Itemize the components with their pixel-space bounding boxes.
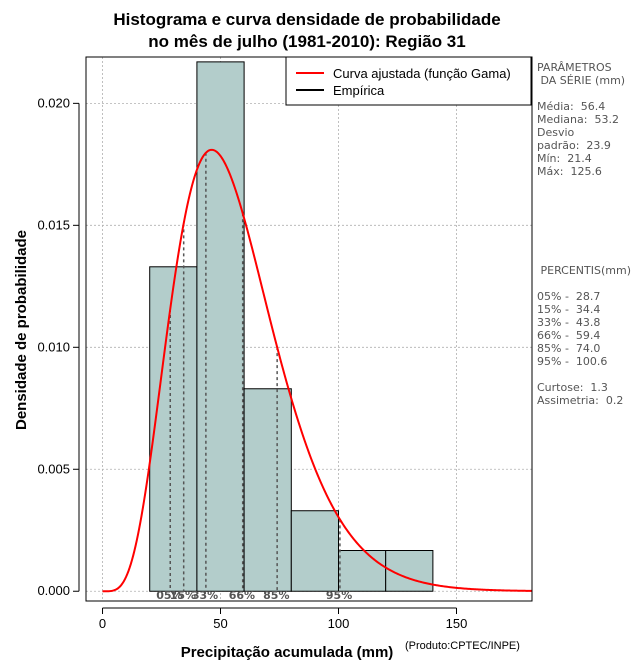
series-parameters-panel: PARÂMETROS DA SÉRIE (mm) Média: 56.4 Med… <box>537 61 625 178</box>
legend: Curva ajustada (função Gama) Empírica <box>285 56 532 106</box>
curtose: Curtose: 1.3 <box>537 381 608 394</box>
percentil-66: 66% - 59.4 <box>537 329 601 342</box>
percentil-05: 05% - 28.7 <box>537 290 601 303</box>
percentile-lines-layer: 05%15%33% 66% 85% 95% <box>156 152 352 602</box>
percentile-label-33: 33% <box>192 589 218 602</box>
param-desvio-1: Desvio <box>537 126 575 139</box>
bars-layer <box>149 61 434 592</box>
params-title-1: PARÂMETROS <box>537 61 612 74</box>
legend-box <box>285 56 532 106</box>
legend-empirical-label: Empírica <box>333 83 385 98</box>
percentis-title: PERCENTIS(mm) <box>537 264 631 277</box>
x-tick-label: 0 <box>99 616 106 631</box>
percentil-85: 85% - 74.0 <box>537 342 601 355</box>
y-axis-title: Densidade de probabilidade <box>13 230 30 430</box>
y-tick-label: 0.005 <box>37 461 70 476</box>
percentile-label-85: 85% <box>263 589 289 602</box>
param-media: Média: 56.4 <box>537 100 606 113</box>
legend-curve-label: Curva ajustada (função Gama) <box>333 66 511 81</box>
histogram-bar-5 <box>337 550 387 592</box>
y-tick-label: 0.010 <box>37 339 70 354</box>
y-tick-label: 0.015 <box>37 217 70 232</box>
params-title-2: DA SÉRIE (mm) <box>537 74 626 87</box>
histogram-bar-2 <box>196 61 245 592</box>
percentile-label-15: 15% <box>170 589 196 602</box>
percentil-33: 33% - 43.8 <box>537 316 601 329</box>
param-max: Máx: 125.6 <box>537 165 602 178</box>
percentil-15: 15% - 34.4 <box>537 303 601 316</box>
param-mediana: Mediana: 53.2 <box>537 113 619 126</box>
percentil-95: 95% - 100.6 <box>537 355 608 368</box>
x-tick-label: 150 <box>446 616 468 631</box>
x-tick-label: 100 <box>328 616 350 631</box>
histogram-bar-4 <box>290 510 339 592</box>
percentile-label-66: 66% <box>229 589 255 602</box>
chart-title-line-2: no mês de julho (1981-2010): Região 31 <box>148 32 465 51</box>
y-tick-label: 0.000 <box>37 583 70 598</box>
gamma-density-curve <box>102 148 533 593</box>
histogram-bar-3 <box>243 388 292 592</box>
param-desvio-2: padrão: 23.9 <box>537 139 611 152</box>
percentiles-panel: PERCENTIS(mm) 05% - 28.7 15% - 34.4 33% … <box>537 264 631 407</box>
y-tick-label: 0.020 <box>37 95 70 110</box>
product-credit: (Produto:CPTEC/INPE) <box>405 640 520 652</box>
chart-title-line-1: Histograma e curva densidade de probabil… <box>113 10 500 29</box>
param-min: Mín: 21.4 <box>537 152 592 165</box>
x-axis-title: Precipitação acumulada (mm) <box>181 644 394 660</box>
axis-layer: 0 50 100 150 0.000 0.005 0.010 0.015 0.020 <box>37 95 467 631</box>
percentile-label-05: 05% <box>156 589 182 602</box>
assimetria: Assimetria: 0.2 <box>537 394 624 407</box>
x-tick-label: 50 <box>213 616 227 631</box>
percentile-label-95: 95% <box>326 589 352 602</box>
curve-layer <box>102 148 533 593</box>
histogram-bar-1 <box>149 266 198 592</box>
